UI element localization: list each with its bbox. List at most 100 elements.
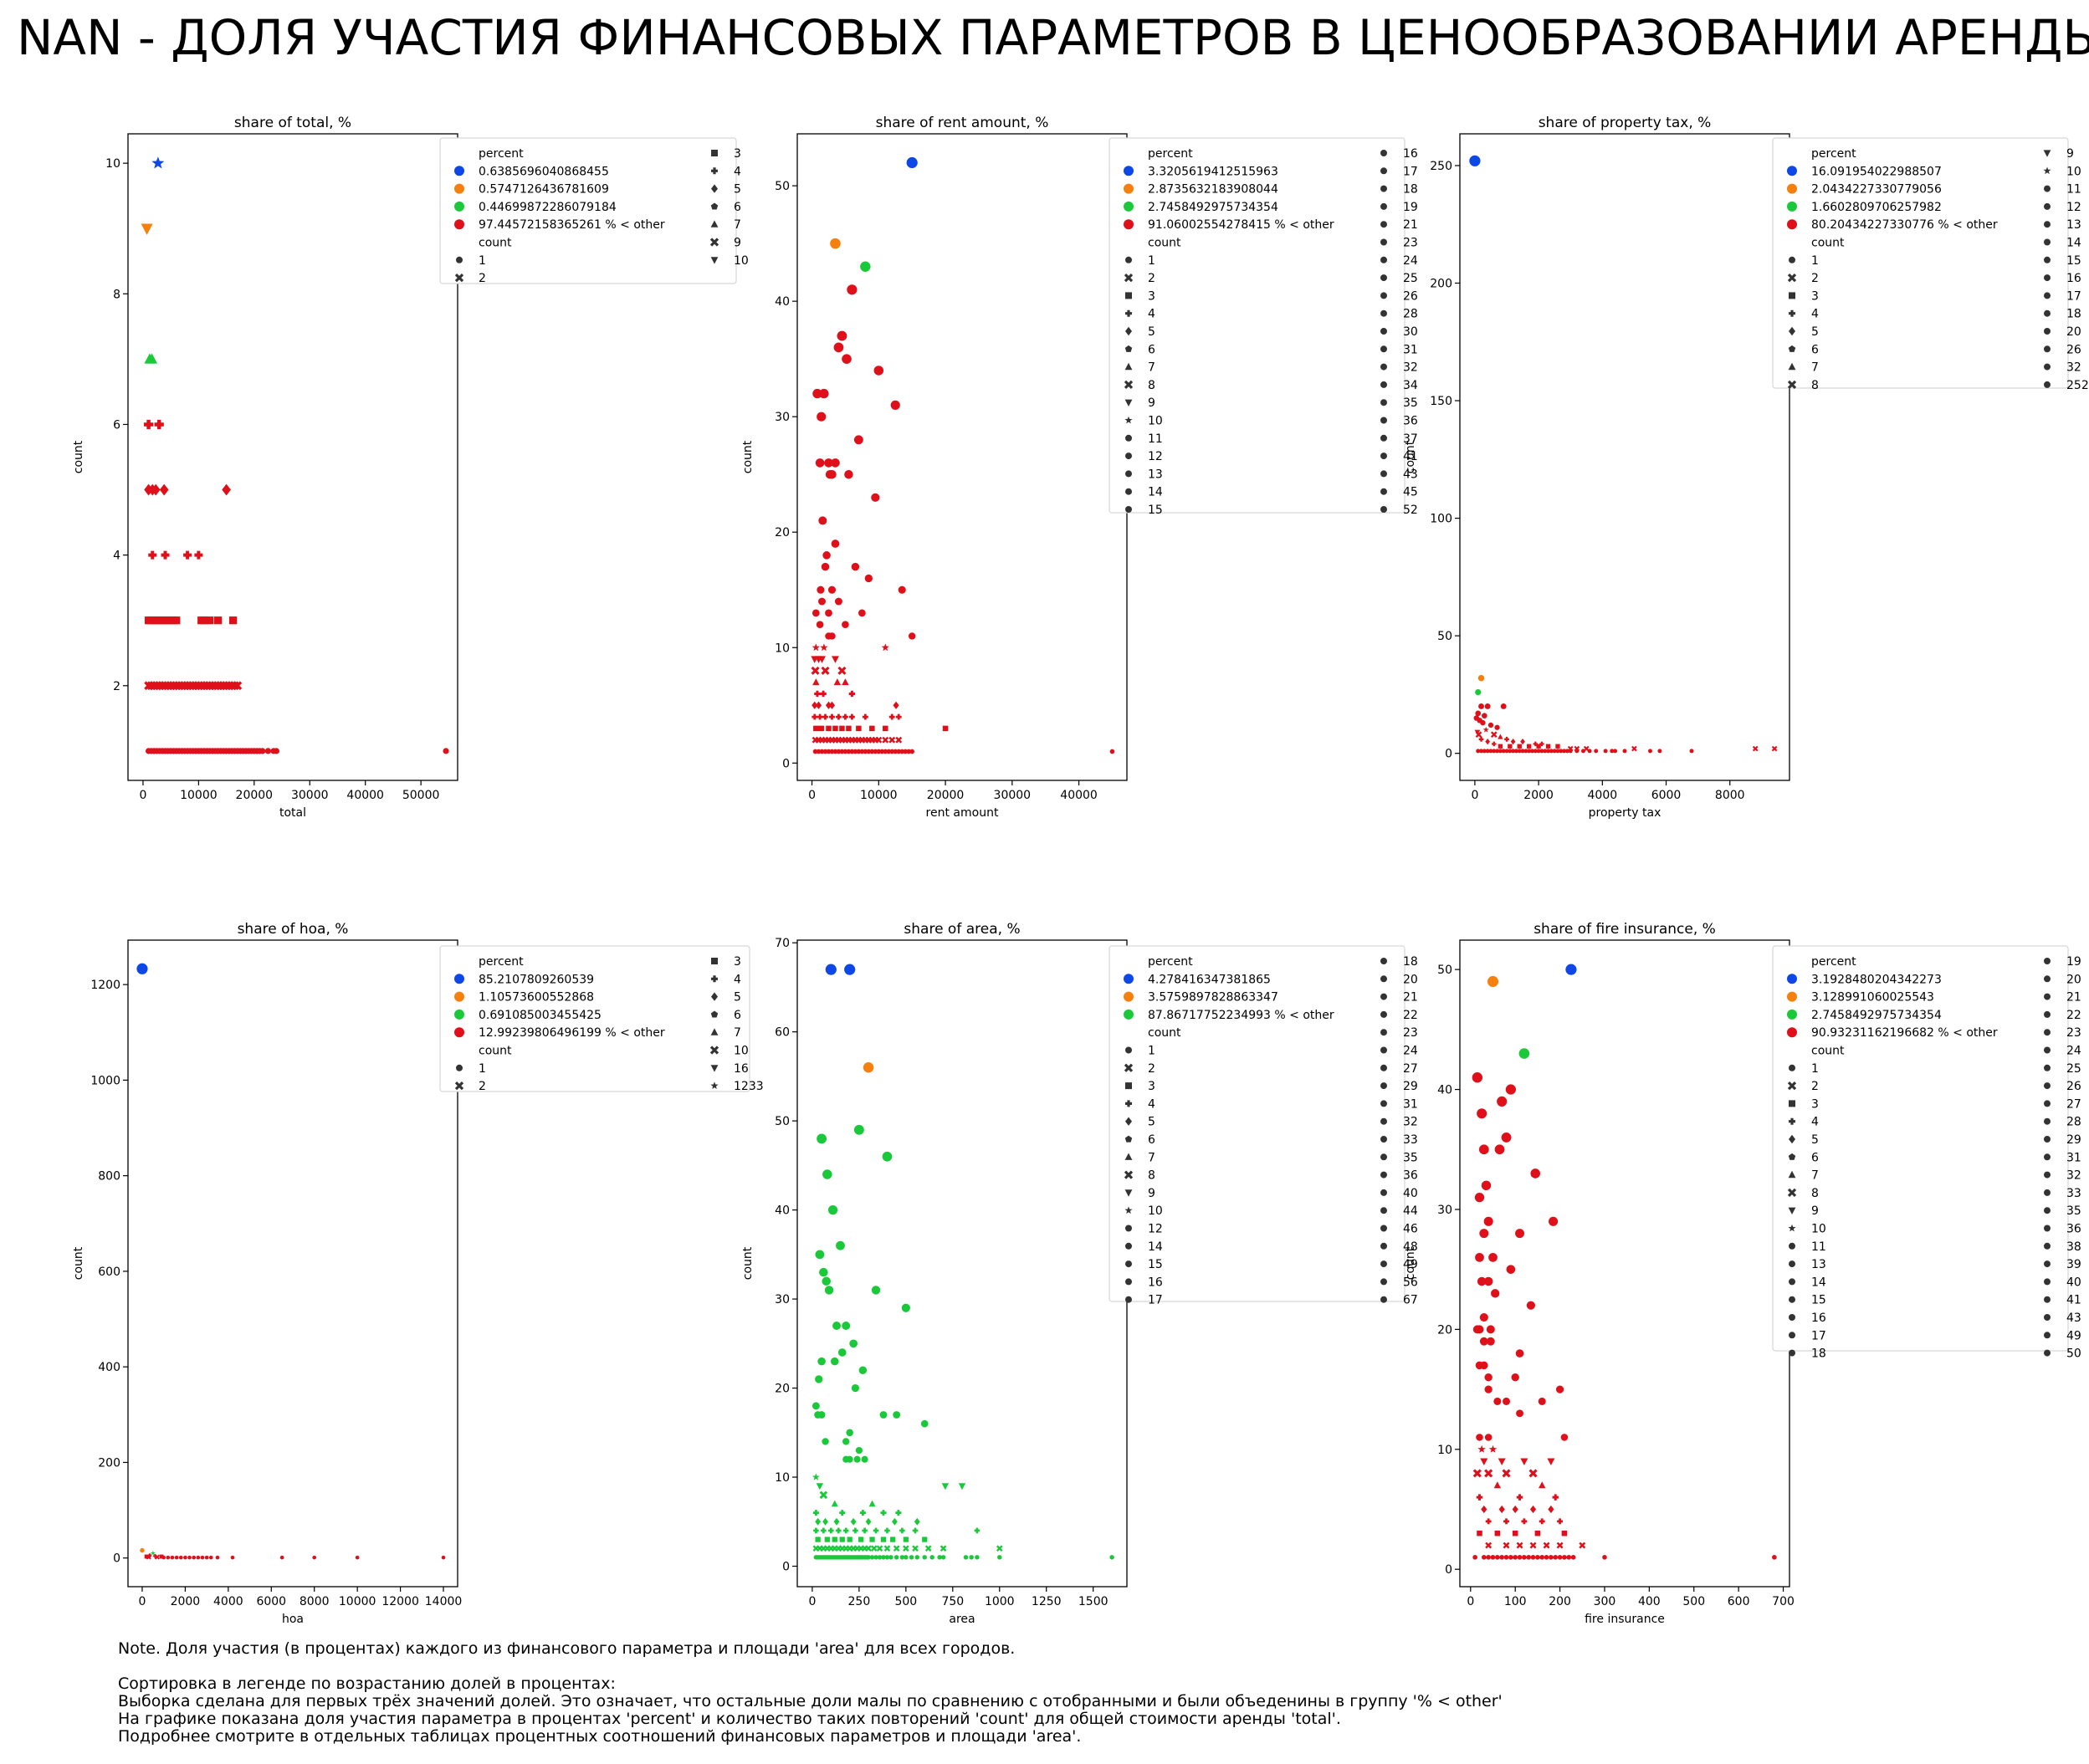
data-point [1555, 749, 1560, 754]
legend-marker [1789, 326, 1795, 336]
legend-marker [1380, 1225, 1387, 1232]
x-tick-label: 50000 [402, 789, 440, 802]
data-point [886, 749, 892, 754]
data-point [1475, 688, 1482, 696]
data-point [1478, 1144, 1489, 1155]
x-tick-label: 8000 [1715, 789, 1745, 802]
legend-title: count [1148, 237, 1181, 250]
legend-label: 24 [1403, 254, 1418, 268]
legend-marker [1788, 1207, 1796, 1214]
data-point [355, 1555, 360, 1560]
data-point [958, 1483, 966, 1490]
legend-marker [2044, 1314, 2051, 1321]
data-point [1771, 745, 1778, 752]
legend-label: 52 [1403, 504, 1418, 517]
x-tick-label: 0 [139, 789, 146, 802]
legend-label: 6 [734, 1009, 741, 1022]
data-point [904, 1555, 909, 1560]
data-point [183, 550, 192, 560]
legend-label: 21 [1403, 991, 1418, 1005]
data-point [1484, 1385, 1493, 1393]
y-tick-label: 1000 [90, 1074, 120, 1087]
data-point [866, 749, 872, 754]
data-point [1477, 1530, 1482, 1536]
legend-label: 2 [479, 272, 486, 285]
data-point [1479, 1337, 1488, 1346]
legend-marker [1380, 185, 1387, 192]
data-point [1515, 1229, 1525, 1239]
legend-label: 16 [734, 1062, 749, 1076]
data-point [914, 1517, 920, 1526]
data-point [853, 435, 863, 445]
data-point [842, 1438, 850, 1445]
data-point [824, 1286, 834, 1295]
data-point [856, 749, 862, 754]
data-point [852, 1527, 858, 1534]
legend-marker [1124, 991, 1134, 1002]
data-point [1484, 1373, 1493, 1382]
data-point [873, 1527, 879, 1534]
legend-marker [1789, 1332, 1795, 1339]
data-point [1520, 738, 1525, 745]
legend-marker [1124, 974, 1134, 984]
legend-label: 24 [2066, 1045, 2081, 1058]
x-tick-label: 2000 [1523, 789, 1554, 802]
legend-label: 11 [1811, 1240, 1826, 1254]
x-axis-label: property tax [1589, 806, 1661, 820]
legend-label: 23 [1403, 1026, 1418, 1040]
legend-marker [1380, 470, 1387, 478]
legend-marker [454, 273, 464, 283]
legend-label: 8 [1148, 1169, 1155, 1183]
legend-label: 3 [1148, 1080, 1155, 1093]
data-point [863, 1062, 874, 1073]
data-point [816, 749, 822, 754]
data-point [1484, 703, 1491, 709]
data-point [821, 1527, 827, 1534]
data-point [1480, 1361, 1488, 1370]
data-point [893, 1545, 900, 1552]
data-point [170, 1555, 175, 1560]
data-point [143, 419, 154, 430]
data-point [264, 748, 272, 754]
data-point [1492, 741, 1497, 747]
legend-label: 28 [2066, 1116, 2081, 1129]
data-point [873, 366, 884, 376]
legend-marker [1787, 974, 1797, 984]
y-tick-label: 600 [98, 1265, 120, 1279]
legend-label: 2.8735632183908044 [1148, 183, 1278, 197]
legend-label: 3 [1811, 289, 1819, 303]
legend-label: 48 [1403, 1240, 1418, 1254]
plot-frame [1459, 133, 1790, 781]
legend-label: 12 [2066, 201, 2081, 214]
data-point [1549, 1216, 1559, 1226]
data-point [1689, 749, 1694, 754]
legend-marker [1789, 1278, 1795, 1286]
legend-label: 25 [2066, 1062, 2081, 1076]
data-point [849, 749, 855, 754]
legend-marker [2044, 1349, 2051, 1357]
legend-label: 36 [1403, 1169, 1418, 1183]
data-point [1535, 1555, 1540, 1560]
data-point [148, 550, 157, 560]
legend-marker [2044, 1278, 2051, 1286]
data-point [848, 713, 855, 720]
legend-label: 36 [2066, 1223, 2081, 1236]
x-axis-label: rent amount [926, 806, 999, 820]
legend-title: percent [479, 955, 524, 969]
legend-label: 1 [1811, 254, 1819, 268]
legend-marker [454, 1081, 464, 1091]
legend-label: 4 [1811, 308, 1819, 321]
legend-label: 11 [1148, 432, 1163, 446]
data-point [1513, 749, 1518, 754]
legend-marker [1125, 1260, 1132, 1268]
data-point [1502, 1397, 1511, 1405]
data-point [837, 1348, 847, 1357]
data-point [1529, 1505, 1537, 1514]
y-tick-label: 0 [113, 1552, 120, 1566]
data-point [899, 1527, 905, 1534]
data-point [825, 701, 832, 709]
legend-label: 13 [2066, 218, 2081, 232]
data-point [996, 1545, 1003, 1552]
legend-marker [1789, 309, 1795, 317]
data-point [826, 725, 832, 732]
